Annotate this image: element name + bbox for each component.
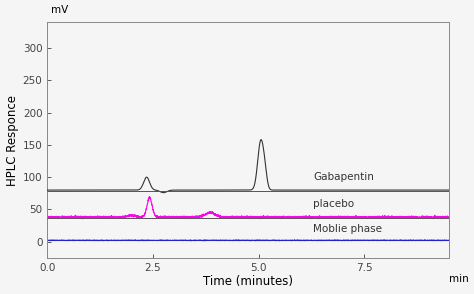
Text: min: min — [449, 274, 468, 284]
Text: Gabapentin: Gabapentin — [313, 172, 374, 182]
Text: Moblie phase: Moblie phase — [313, 224, 383, 234]
Text: placebo: placebo — [313, 199, 355, 209]
Y-axis label: HPLC Responce: HPLC Responce — [6, 95, 18, 186]
X-axis label: Time (minutes): Time (minutes) — [203, 275, 293, 288]
Text: mV: mV — [51, 5, 69, 15]
